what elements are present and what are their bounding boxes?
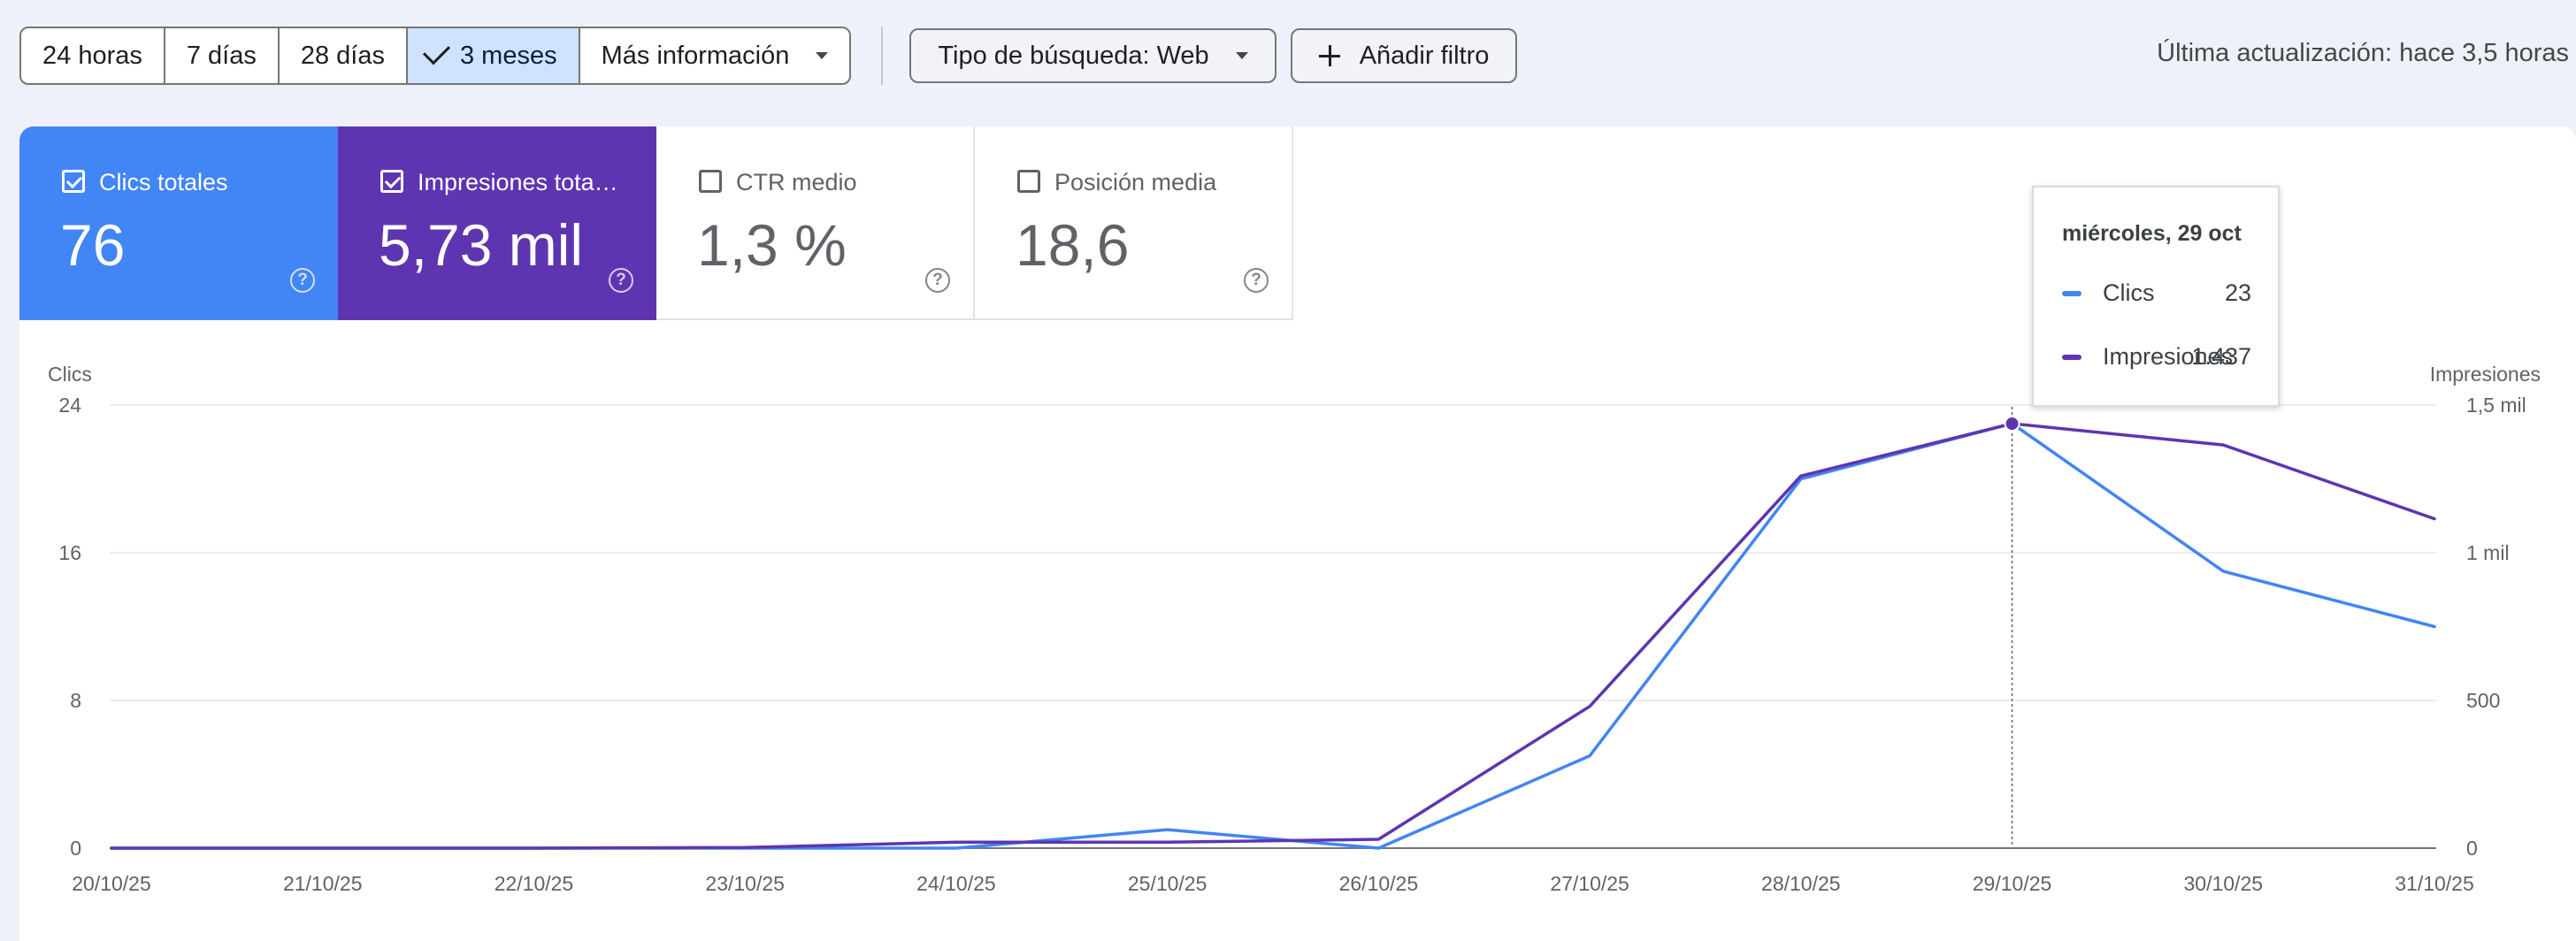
x-tick-label: 22/10/25 [494,872,574,895]
legend-swatch [2062,291,2082,296]
y-tick-label-left: 16 [58,541,81,564]
metric-average-position[interactable]: Posición media 18,6 ? [975,126,1293,320]
x-tick-label: 24/10/25 [916,872,996,895]
x-tick-label: 29/10/25 [1973,872,2052,895]
metric-value: 1,3 % [697,212,847,278]
range-3m-label: 3 meses [460,41,557,70]
more-info-label: Más información [601,41,790,70]
plus-icon [1318,45,1340,66]
x-tick-label: 27/10/25 [1550,872,1629,895]
y-axis-title-right: Impresiones [2430,363,2541,386]
help-icon[interactable]: ? [1244,268,1269,293]
range-7d-label: 7 días [186,41,257,70]
checkbox-checked-icon[interactable] [380,170,403,193]
tooltip-row-impressions: Impresiones 1.437 [2062,343,2251,371]
y-tick-label-right: 0 [2466,837,2478,860]
y-tick-label-right: 500 [2466,689,2500,712]
y-axis-title-left: Clics [48,363,92,386]
toolbar: 24 horas 7 días 28 días 3 meses Más info… [19,27,1531,85]
metric-total-clicks[interactable]: Clics totales 76 ? [19,126,338,320]
last-update-text: Última actualización: hace 3,5 horas [2157,39,2569,67]
date-range-group: 24 horas 7 días 28 días 3 meses Más info… [19,27,852,85]
range-24h-button[interactable]: 24 horas [21,28,165,83]
x-tick-label: 23/10/25 [705,872,785,895]
y-tick-label-right: 1 mil [2466,541,2510,564]
legend-swatch [2062,355,2082,360]
add-filter-button[interactable]: Añadir filtro [1290,28,1518,83]
caret-down-icon [816,52,829,59]
tooltip-series-value: 23 [2224,279,2251,306]
y-tick-label-right: 1,5 mil [2466,394,2526,417]
more-info-dropdown[interactable]: Más información [580,28,850,83]
range-3m-button[interactable]: 3 meses [408,28,580,83]
tooltip-row-clicks: Clics 23 [2062,279,2251,308]
metric-value: 5,73 mil [379,212,584,278]
y-tick-label-left: 8 [70,689,81,712]
performance-chart[interactable]: 0 0 8 500 16 1 mil 24 1,5 mil Clics Impresiones 20… [19,126,2576,941]
metric-value: 18,6 [1016,212,1130,278]
x-tick-label: 30/10/25 [2184,872,2264,895]
x-tick-label: 21/10/25 [283,872,363,895]
x-tick-label: 28/10/25 [1761,872,1841,895]
metric-total-impressions[interactable]: Impresiones totales 5,73 mil ? [338,126,656,320]
caret-down-icon [1235,52,1248,59]
metric-tiles: Clics totales 76 ? Impresiones totales 5… [19,126,1293,320]
series-line-impresiones [110,422,2436,850]
y-tick-label-left: 0 [70,837,81,860]
x-tick-label: 26/10/25 [1339,872,1419,895]
metric-value: 76 [60,212,126,278]
y-tick-label-left: 24 [58,394,81,417]
check-icon [422,36,451,65]
tooltip-series-value: 1.437 [2191,343,2251,370]
tooltip-series-name: Impresiones [2103,343,2234,370]
checkbox-unchecked-icon[interactable] [1017,170,1040,193]
metric-average-ctr[interactable]: CTR medio 1,3 % ? [656,126,975,320]
tooltip-title: miércoles, 29 oct [2062,221,2242,246]
performance-card: Clics totales 76 ? Impresiones totales 5… [19,126,2576,941]
chart-tooltip: miércoles, 29 oct Clics 23 Impresiones 1… [2032,186,2280,407]
help-icon[interactable]: ? [925,268,950,293]
x-tick-label: 25/10/25 [1128,872,1208,895]
toolbar-divider [881,27,884,85]
search-type-label: Tipo de búsqueda: Web [938,41,1209,70]
checkbox-checked-icon[interactable] [62,170,85,193]
add-filter-label: Añadir filtro [1359,41,1490,70]
tooltip-series-name: Clics [2103,279,2155,306]
help-icon[interactable]: ? [609,268,633,293]
range-28d-button[interactable]: 28 días [280,28,408,83]
series-line-clics [110,422,2436,850]
checkbox-unchecked-icon[interactable] [699,170,722,193]
range-24h-label: 24 horas [42,41,142,70]
range-7d-button[interactable]: 7 días [165,28,280,83]
highlight-point [2004,416,2020,432]
x-tick-label: 20/10/25 [72,872,151,895]
range-28d-label: 28 días [300,41,385,70]
help-icon[interactable]: ? [290,268,315,293]
search-type-dropdown[interactable]: Tipo de búsqueda: Web [909,28,1276,83]
x-tick-label: 31/10/25 [2395,872,2474,895]
